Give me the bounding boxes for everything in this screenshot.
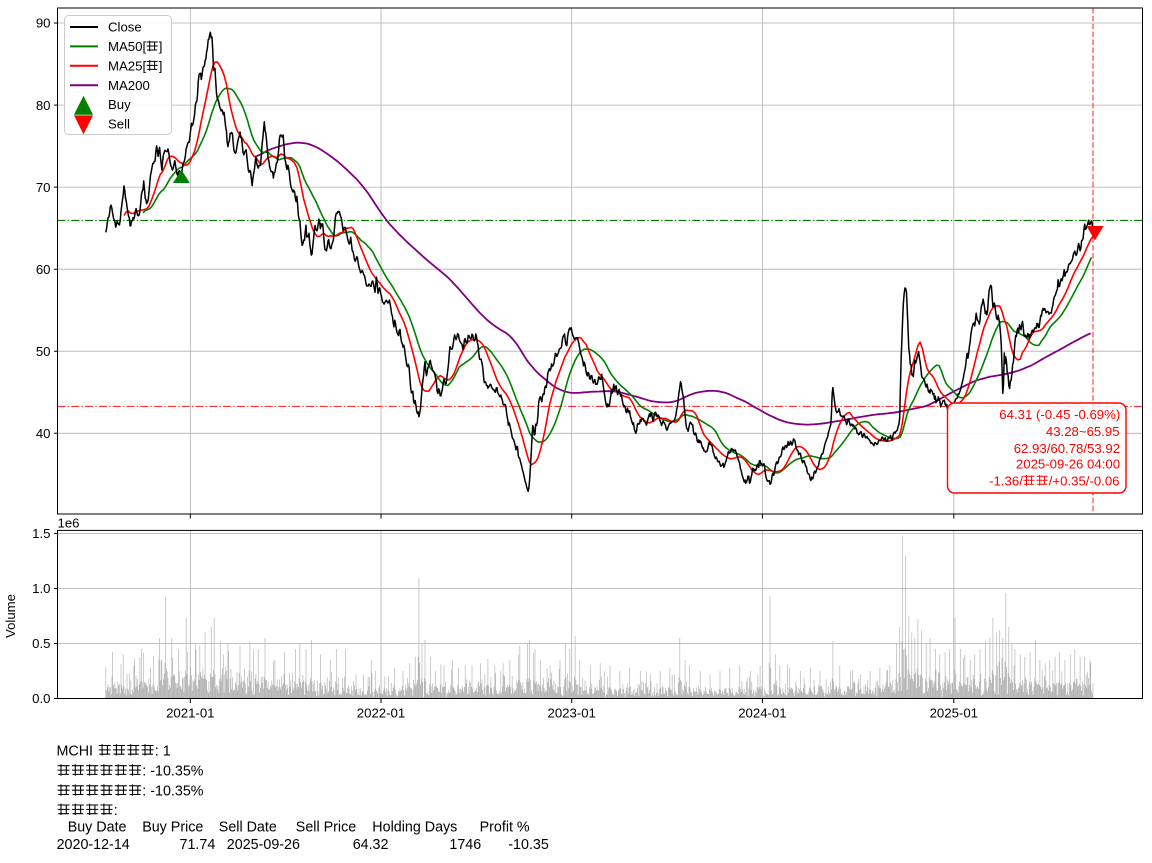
svg-text:1e6: 1e6 xyxy=(58,516,80,531)
svg-text:Buy: Buy xyxy=(108,97,131,112)
svg-text:70: 70 xyxy=(36,180,51,195)
svg-text:2021-01: 2021-01 xyxy=(166,706,214,721)
svg-text:1746: 1746 xyxy=(449,837,481,853)
svg-text:2025-09-26 04:00: 2025-09-26 04:00 xyxy=(1016,456,1120,471)
svg-text:2024-01: 2024-01 xyxy=(738,706,786,721)
svg-text:0.5: 0.5 xyxy=(32,636,50,651)
svg-text:0.0: 0.0 xyxy=(32,691,50,706)
svg-text:Volume: Volume xyxy=(3,594,18,638)
svg-text:]: ] xyxy=(159,39,163,54)
svg-text:90: 90 xyxy=(36,16,51,31)
svg-text:2025-01: 2025-01 xyxy=(930,706,978,721)
svg-text:Buy Date: Buy Date xyxy=(68,819,127,835)
svg-text:Buy Price: Buy Price xyxy=(142,819,203,835)
svg-text:: -10.35%: : -10.35% xyxy=(142,764,203,780)
svg-text:Profit %: Profit % xyxy=(480,819,530,835)
svg-text:: 1: : 1 xyxy=(155,743,171,759)
svg-text:Holding Days: Holding Days xyxy=(372,819,457,835)
svg-text:2020-12-14: 2020-12-14 xyxy=(57,837,130,853)
svg-text:2022-01: 2022-01 xyxy=(357,706,405,721)
svg-text:MA50[: MA50[ xyxy=(108,39,146,54)
svg-text:-10.35: -10.35 xyxy=(508,837,549,853)
svg-text:2023-01: 2023-01 xyxy=(547,706,595,721)
svg-text:MCHI: MCHI xyxy=(57,743,94,759)
svg-text:/+0.35/-0.06: /+0.35/-0.06 xyxy=(1049,473,1120,488)
svg-text:MA25[: MA25[ xyxy=(108,58,146,73)
svg-text:: -10.35%: : -10.35% xyxy=(142,784,203,800)
svg-text:64.32: 64.32 xyxy=(353,837,389,853)
svg-text:80: 80 xyxy=(36,98,51,113)
svg-text:64.31 (-0.45 -0.69%): 64.31 (-0.45 -0.69%) xyxy=(999,407,1120,422)
svg-text:1.0: 1.0 xyxy=(32,581,50,596)
svg-text:60: 60 xyxy=(36,262,51,277)
svg-text:Sell: Sell xyxy=(108,117,130,132)
svg-text:71.74: 71.74 xyxy=(180,837,216,853)
svg-text:2025-09-26: 2025-09-26 xyxy=(227,837,300,853)
svg-text:Sell Price: Sell Price xyxy=(296,819,356,835)
svg-text:MA200: MA200 xyxy=(108,78,150,93)
svg-text:-1.36/: -1.36/ xyxy=(989,473,1023,488)
svg-text:]: ] xyxy=(159,58,163,73)
svg-text:Close: Close xyxy=(108,20,142,35)
svg-text:1.5: 1.5 xyxy=(32,526,50,541)
svg-text:Sell Date: Sell Date xyxy=(219,819,277,835)
svg-text:62.93/60.78/53.92: 62.93/60.78/53.92 xyxy=(1014,441,1120,456)
svg-text:50: 50 xyxy=(36,344,51,359)
svg-text::: : xyxy=(114,803,118,819)
svg-text:40: 40 xyxy=(36,426,51,441)
svg-text:43.28~65.95: 43.28~65.95 xyxy=(1046,424,1120,439)
